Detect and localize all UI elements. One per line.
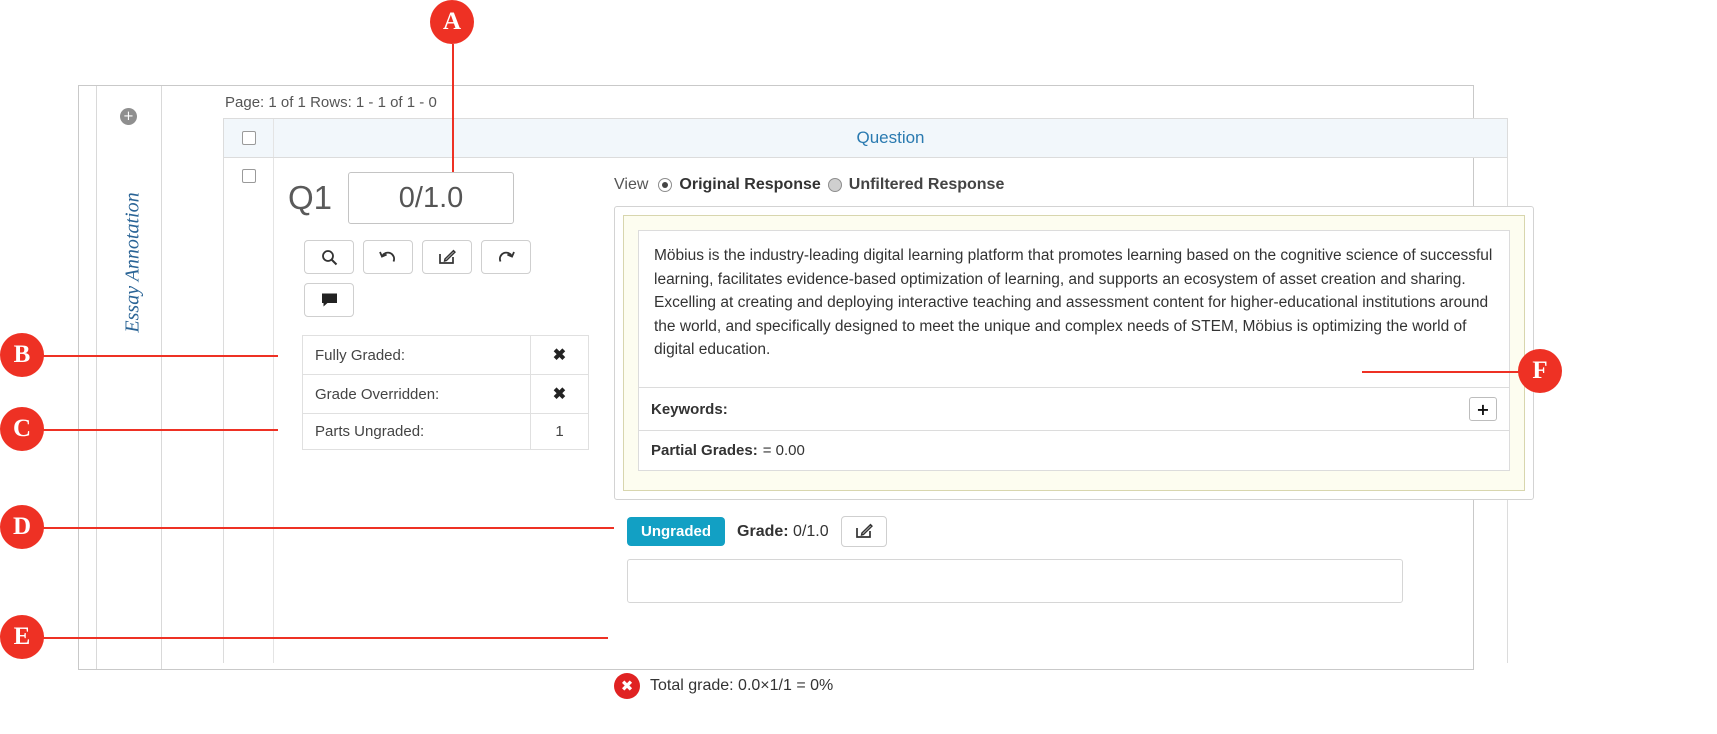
leader-e: [38, 637, 608, 639]
callout-b: B: [0, 333, 44, 377]
grade-text: Grade: 0/1.0: [737, 523, 829, 541]
partial-grades-row: Partial Grades: = 0.00: [638, 431, 1510, 471]
row-content: Q1 0/1.0: [274, 158, 1534, 699]
app-window: + Essay Annotation Page: 1 of 1 Rows: 1 …: [78, 85, 1534, 699]
pager-status: Page: 1 of 1 Rows: 1 - 1 of 1 - 0: [225, 94, 437, 111]
edit-icon-button[interactable]: [422, 240, 472, 274]
view-label: View: [614, 176, 649, 193]
question-toolbar: [304, 240, 544, 317]
callout-d: D: [0, 505, 44, 549]
pane-inner: Page: 1 of 1 Rows: 1 - 1 of 1 - 0 Questi…: [193, 86, 1534, 699]
status-badge[interactable]: Ungraded: [627, 517, 726, 546]
stat-label-fully-graded: Fully Graded:: [302, 335, 531, 375]
refresh-icon: [499, 251, 515, 262]
grading-row: Ungraded Grade: 0/1.0: [614, 516, 1534, 547]
callout-e: E: [0, 615, 44, 659]
label-unfiltered-response[interactable]: Unfiltered Response: [848, 176, 1005, 193]
edit-icon: [439, 249, 456, 264]
question-summary-block: Q1 0/1.0: [288, 172, 589, 450]
search-icon: [321, 249, 337, 265]
plus-circle-icon[interactable]: +: [120, 108, 137, 125]
grid-body-row: Q1 0/1.0: [224, 158, 1534, 699]
comment-icon-button[interactable]: [304, 283, 354, 317]
undo-icon: [379, 251, 395, 262]
partial-grades-label: Partial Grades:: [651, 442, 758, 459]
stat-value-fully-graded: ✖: [530, 335, 589, 375]
label-original-response[interactable]: Original Response: [679, 176, 821, 193]
essay-annotation-label: Essay Annotation: [121, 192, 144, 333]
table-row: Fully Graded: ✖: [302, 335, 589, 375]
row-checkbox[interactable]: [241, 169, 256, 183]
x-icon: ✖: [552, 347, 567, 364]
radio-unfiltered-response[interactable]: [827, 178, 842, 192]
keywords-label: Keywords:: [651, 400, 728, 418]
undo-icon-button[interactable]: [363, 240, 413, 274]
grade-value: 0/1.0: [793, 522, 829, 540]
view-options-row: View Original Response Unfiltered Respon…: [614, 172, 1534, 198]
question-score-row: Q1 0/1.0: [288, 172, 588, 224]
stat-label-grade-overridden: Grade Overridden:: [302, 374, 531, 414]
keywords-row: Keywords: +: [638, 388, 1510, 431]
stat-value-parts-ungraded: 1: [530, 413, 589, 450]
response-body-text: Möbius is the industry-leading digital l…: [638, 230, 1510, 388]
grade-label: Grade:: [737, 522, 789, 540]
callout-a: A: [430, 0, 474, 44]
left-rail: [79, 86, 97, 669]
leader-a: [452, 44, 454, 172]
comment-input[interactable]: [627, 559, 1403, 603]
error-icon: ✖: [614, 673, 640, 699]
radio-original-response[interactable]: [658, 178, 673, 192]
question-score-box[interactable]: 0/1.0: [348, 172, 515, 224]
edit-icon: [855, 523, 873, 538]
essay-annotation-tab[interactable]: + Essay Annotation: [98, 86, 162, 669]
column-header-question: Question: [856, 128, 925, 147]
response-outer-box: Möbius is the industry-leading digital l…: [614, 206, 1534, 500]
callout-c: C: [0, 407, 44, 451]
search-icon-button[interactable]: [304, 240, 354, 274]
grid-header-row: Question: [224, 119, 1507, 158]
x-icon: ✖: [552, 386, 567, 403]
select-all-checkbox[interactable]: [241, 131, 256, 145]
total-grade-text: Total grade: 0.0×1/1 = 0%: [650, 677, 834, 694]
main-pane: Page: 1 of 1 Rows: 1 - 1 of 1 - 0 Questi…: [163, 86, 1534, 699]
total-grade-row: ✖ Total grade: 0.0×1/1 = 0%: [614, 673, 833, 699]
question-stats-table: Fully Graded: ✖ Grade Overridden: ✖ Part…: [302, 335, 589, 450]
table-row: Parts Ungraded: 1: [302, 413, 589, 450]
question-label: Q1: [288, 179, 333, 216]
partial-grades-value: = 0.00: [762, 442, 805, 459]
leader-d: [38, 527, 614, 529]
response-panel: View Original Response Unfiltered Respon…: [614, 172, 1534, 603]
leader-c: [38, 429, 278, 431]
row-select-cell[interactable]: [224, 158, 274, 663]
table-row: Grade Overridden: ✖: [302, 374, 589, 414]
stat-value-grade-overridden: ✖: [530, 374, 589, 414]
callout-f: F: [1518, 349, 1562, 393]
refresh-icon-button[interactable]: [481, 240, 531, 274]
plus-icon[interactable]: +: [1469, 397, 1497, 421]
comment-icon: [321, 293, 337, 307]
edit-grade-button[interactable]: [840, 516, 887, 547]
response-highlight-box: Möbius is the industry-leading digital l…: [623, 215, 1525, 491]
question-grid: Question Q1 0/1.0: [223, 118, 1534, 699]
stat-label-parts-ungraded: Parts Ungraded:: [302, 413, 531, 450]
leader-b: [38, 355, 278, 357]
leader-f: [1362, 371, 1522, 373]
select-all-cell[interactable]: [224, 119, 274, 157]
